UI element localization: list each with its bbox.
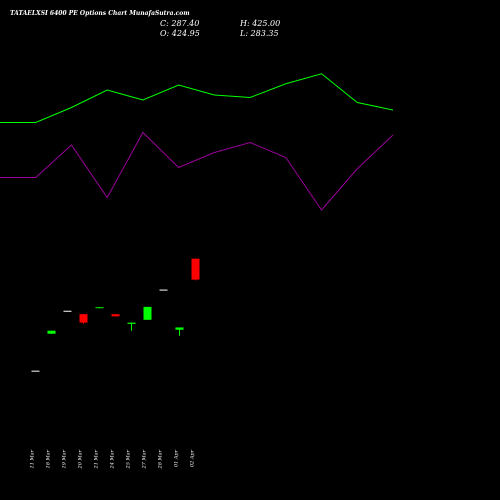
x-tick-label: 11 Mar <box>30 449 36 468</box>
x-tick-label: 25 Mar <box>126 449 132 469</box>
candle-body <box>95 307 104 309</box>
candle-3 <box>79 314 88 324</box>
candles <box>31 258 200 372</box>
open-value: O: 424.95 <box>160 29 200 38</box>
candle-2 <box>63 310 72 312</box>
x-tick-label: 20 Mar <box>78 449 84 469</box>
x-tick-label: 28 Mar <box>158 449 164 469</box>
candle-body <box>159 289 168 291</box>
candle-body <box>127 322 136 324</box>
low-value: L: 283.35 <box>240 29 279 38</box>
indicator-lines <box>0 73 394 211</box>
candle-body <box>31 370 40 372</box>
candle-0 <box>31 370 40 372</box>
candle-9 <box>175 327 184 336</box>
candle-body <box>47 330 56 334</box>
x-tick-label: 21 Mar <box>94 449 100 469</box>
candle-body <box>79 314 88 323</box>
candle-body <box>191 258 200 280</box>
chart-title: TATAELXSI 6400 PE Options Chart MunafaSu… <box>10 10 190 17</box>
candle-body <box>175 327 184 330</box>
candle-body <box>143 306 152 320</box>
candle-8 <box>159 289 168 291</box>
candle-7 <box>143 306 152 320</box>
x-tick-label: 19 Mar <box>62 449 68 468</box>
x-tick-label: 18 Mar <box>46 449 52 468</box>
x-tick-label: 27 Mar <box>142 449 148 469</box>
upper-indicator-line <box>0 73 394 123</box>
x-tick-label: 02 Apr <box>190 449 196 467</box>
candle-6 <box>127 322 136 331</box>
x-axis-ticks: 11 Mar 18 Mar 19 Mar 20 Mar 21 Mar 24 Mar 25 M… <box>30 449 196 469</box>
candle-body <box>111 314 120 317</box>
candle-4 <box>95 307 104 309</box>
candle-1 <box>47 330 56 334</box>
x-tick-label: 24 Mar <box>110 449 116 469</box>
candle-5 <box>111 314 120 317</box>
candle-body <box>63 310 72 312</box>
candle-10 <box>191 258 200 281</box>
close-value: C: 287.40 <box>160 19 200 28</box>
lower-indicator-line <box>0 131 394 211</box>
x-tick-label: 01 Apr <box>174 449 180 467</box>
high-value: H: 425.00 <box>240 19 281 28</box>
